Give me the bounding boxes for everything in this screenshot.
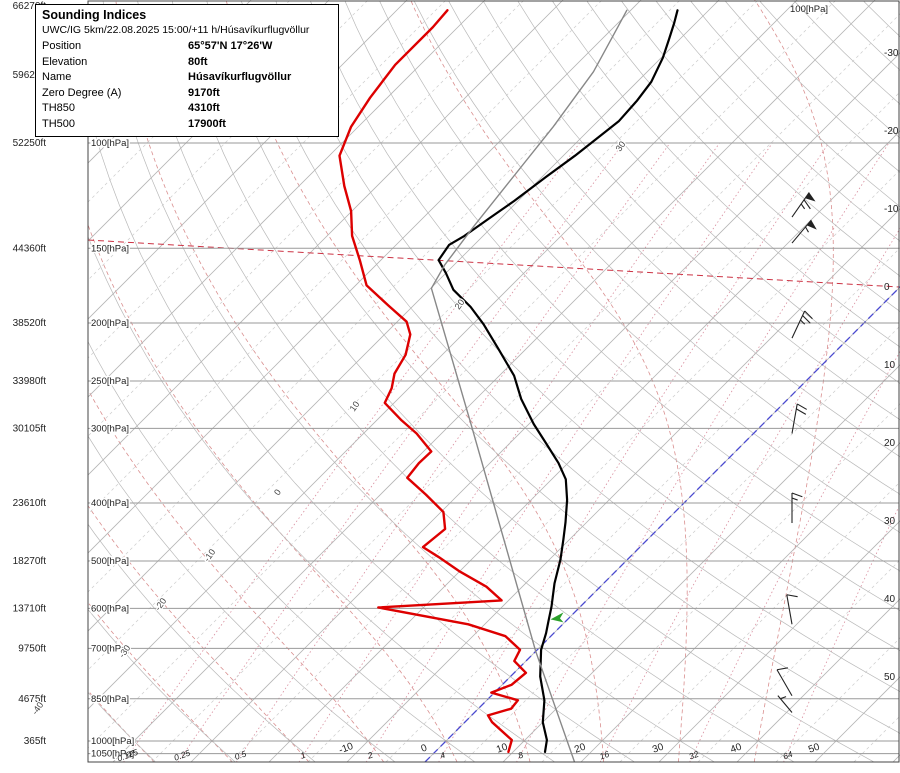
altitude-label: 13710ft bbox=[13, 603, 47, 614]
pressure-label: 1050[hPa] bbox=[91, 749, 134, 760]
altitude-labels: 66270ft 59625ft 52250ft 44360ft 38520ft 33980… bbox=[13, 1, 47, 747]
index-label: Position bbox=[42, 40, 82, 52]
altitude-label: 4675ft bbox=[18, 694, 46, 705]
index-label: Elevation bbox=[42, 55, 88, 68]
pressure-label: 1000[hPa] bbox=[91, 736, 134, 747]
index-value: Húsavíkurflugvöllur bbox=[188, 71, 292, 83]
moist-adiabats bbox=[88, 0, 834, 762]
altitude-label: 23610ft bbox=[13, 498, 47, 509]
mixing-ratio-label: 2 bbox=[365, 750, 374, 761]
right-isotherm-label: 30 bbox=[884, 516, 896, 527]
index-row: Position 65°57'N 17°26'W bbox=[42, 39, 332, 55]
zero-isotherm-highlight bbox=[424, 286, 900, 762]
altitude-label: 52250ft bbox=[13, 138, 47, 149]
index-row: Zero Degree (A) 9170ft bbox=[42, 86, 332, 102]
right-isotherm-label: 0 bbox=[884, 282, 890, 293]
reference-curve bbox=[430, 9, 628, 762]
index-value: 65°57'N 17°26'W bbox=[188, 40, 273, 52]
altitude-label: 18270ft bbox=[13, 556, 47, 567]
index-value: 4310ft bbox=[188, 102, 220, 114]
sounding-indices-panel: Sounding Indices UWC/IG 5km/22.08.2025 1… bbox=[35, 4, 339, 137]
pressure-label: 600[hPa] bbox=[91, 603, 129, 614]
index-label: Zero Degree (A) bbox=[42, 86, 122, 99]
altitude-label: 365ft bbox=[24, 736, 46, 747]
index-value: 17900ft bbox=[188, 117, 226, 130]
panel-title: Sounding Indices bbox=[42, 8, 147, 22]
mixing-ratio-label: 4 bbox=[439, 750, 447, 761]
index-label: TH500 bbox=[42, 117, 76, 130]
altitude-label: 38520ft bbox=[13, 318, 47, 329]
dewpoint-curve bbox=[338, 9, 528, 754]
green-level-marker bbox=[550, 612, 564, 623]
indices-table: Position 65°57'N 17°26'W Elevation 80ft Name… bbox=[42, 39, 332, 132]
right-isotherm-label: 10 bbox=[884, 360, 896, 371]
right-isotherm-label: -30 bbox=[884, 48, 899, 59]
altitude-label: 9750ft bbox=[18, 643, 46, 654]
bottom-temperature-label: 30 bbox=[651, 741, 666, 755]
pressure-gridlines bbox=[88, 142, 899, 755]
mixing-ratio-label: 0.5 bbox=[233, 748, 248, 762]
mixing-ratio-label: 1 bbox=[299, 750, 307, 761]
right-isotherm-label: -10 bbox=[884, 204, 899, 215]
index-value: 9170ft bbox=[188, 86, 220, 99]
panel-subtitle: UWC/IG 5km/22.08.2025 15:00/+11 h/Húsaví… bbox=[42, 24, 310, 36]
pressure-label: 850[hPa] bbox=[91, 694, 129, 705]
mixing-ratio-label: 8 bbox=[517, 750, 525, 761]
index-row: TH850 4310ft bbox=[42, 101, 332, 117]
bottom-temperature-label: 40 bbox=[729, 741, 744, 755]
index-row: TH500 17900ft bbox=[42, 117, 332, 133]
top-right-pressure-label: 100[hPa] bbox=[790, 4, 828, 15]
bottom-temperature-label: 20 bbox=[573, 741, 588, 755]
mixing-ratio-lines bbox=[123, 142, 900, 762]
mixing-ratio-label: 64 bbox=[782, 749, 795, 762]
bottom-temperature-label: 10 bbox=[495, 741, 510, 755]
index-label: TH850 bbox=[42, 102, 76, 114]
pressure-label: 150[hPa] bbox=[91, 243, 129, 254]
altitude-label: 30105ft bbox=[13, 423, 47, 434]
mixing-ratio-labels: 0.125 0.25 0.5 1 2 4 8 16 32 64 bbox=[116, 747, 794, 764]
altitude-label: 33980ft bbox=[13, 376, 47, 387]
bottom-temperature-label: 0 bbox=[420, 742, 429, 754]
right-isotherm-label: -20 bbox=[884, 126, 899, 137]
temperature-curve bbox=[437, 9, 679, 754]
altitude-label: 59625ft bbox=[13, 70, 47, 81]
right-isotherm-label: 40 bbox=[884, 594, 896, 605]
pressure-label: 700[hPa] bbox=[91, 643, 129, 654]
index-label: Name bbox=[42, 71, 72, 83]
pressure-labels: 100[hPa] 150[hPa] 200[hPa] 250[hPa] 300[hPa]… bbox=[90, 137, 136, 762]
altitude-label: 44360ft bbox=[13, 243, 47, 254]
pressure-label: 500[hPa] bbox=[91, 556, 129, 567]
pressure-label: 400[hPa] bbox=[91, 498, 129, 509]
mixing-ratio-label: 16 bbox=[598, 749, 611, 762]
right-isotherm-label: 20 bbox=[884, 438, 896, 449]
pressure-label: 200[hPa] bbox=[91, 318, 129, 329]
bottom-temperature-label: 50 bbox=[807, 741, 822, 755]
index-row: Name Húsavíkurflugvöllur bbox=[42, 70, 332, 86]
altitude-label: 66270ft bbox=[13, 1, 47, 12]
pressure-label: 300[hPa] bbox=[91, 423, 129, 434]
bottom-temperature-label: -10 bbox=[337, 741, 355, 756]
right-isotherm-label: 50 bbox=[884, 672, 896, 683]
pressure-label: 250[hPa] bbox=[91, 376, 129, 387]
right-temperature-labels: -30 -20 -10 0 10 20 30 40 50 bbox=[884, 48, 899, 683]
plot-frame bbox=[87, 0, 900, 763]
mixing-ratio-label: 32 bbox=[688, 749, 701, 762]
bottom-temperature-labels: -10 0 10 20 30 40 50 bbox=[337, 741, 821, 756]
wind-barbs bbox=[776, 192, 817, 713]
index-value: 80ft bbox=[188, 55, 208, 68]
index-row: Elevation 80ft bbox=[42, 55, 332, 71]
pressure-label: 100[hPa] bbox=[91, 138, 129, 149]
